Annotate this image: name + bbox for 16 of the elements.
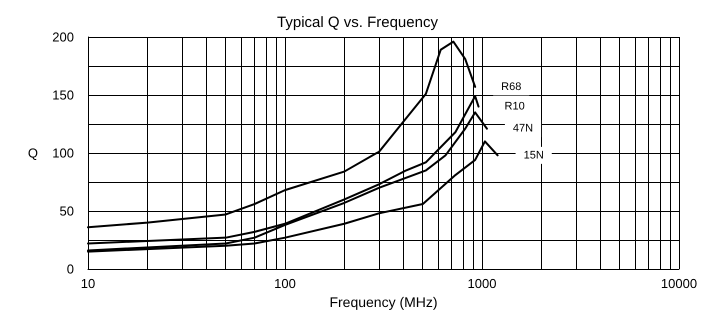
y-tick-label: 200 [52, 30, 74, 44]
y-tick-label: 0 [66, 262, 74, 276]
text: 47N [512, 122, 534, 135]
y-axis-title: Q [28, 146, 38, 160]
y-tick-label: 100 [52, 146, 74, 160]
y-tick-label: 150 [52, 88, 74, 102]
x-axis-title: Frequency (MHz) [329, 294, 438, 310]
chart-title: Typical Q vs. Frequency [277, 14, 438, 31]
text: 15N [524, 149, 544, 162]
x-tick-label: 10000 [660, 276, 698, 291]
text: R10 [504, 100, 525, 113]
x-tick-label: 1000 [468, 276, 496, 291]
x-tick-label: 100 [274, 276, 296, 291]
x-tick-label: 10 [80, 276, 96, 291]
y-tick-label: 50 [60, 204, 74, 218]
text: R68 [501, 80, 522, 93]
